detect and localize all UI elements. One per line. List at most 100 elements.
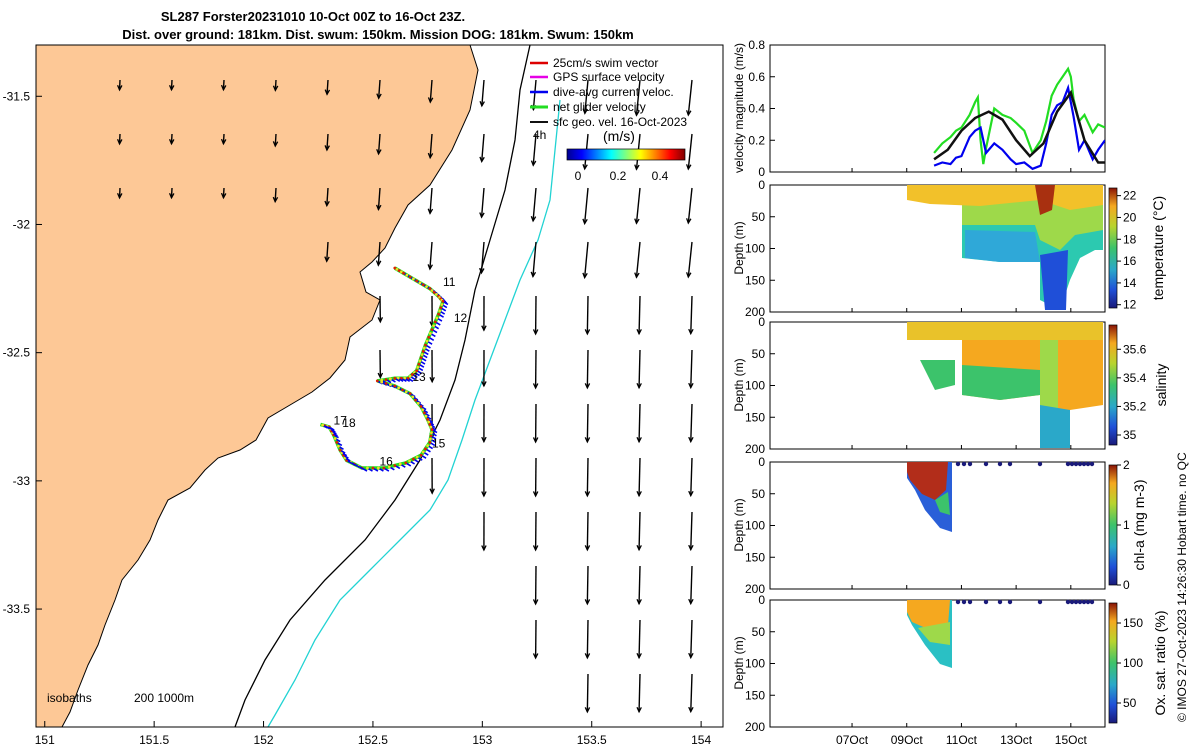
- swim-vector: [389, 377, 392, 381]
- geo-arrow-head: [375, 260, 382, 267]
- swim-vector: [335, 441, 339, 444]
- map-xtick-label: 152: [254, 733, 274, 747]
- geo-arrow-shaft: [326, 79, 329, 95]
- geo-arrow-shaft: [635, 79, 641, 116]
- surface-sample-dot: [1065, 599, 1071, 605]
- map-title-line1: SL287 Forster20231010 10-Oct 00Z to 16-O…: [161, 9, 465, 24]
- legend-item-net: net glider velocity: [530, 100, 646, 114]
- geo-arrow-head: [532, 599, 539, 606]
- swim-vector: [375, 379, 379, 383]
- legend-item-swim: 25cm/s swim vector: [530, 56, 658, 70]
- swim-vector: [422, 346, 426, 350]
- geo-arrow-shaft: [586, 673, 589, 712]
- swim-vector: [408, 392, 412, 396]
- velocity-ytick-label: 0.8: [748, 38, 765, 52]
- geo-arrow-head: [532, 437, 539, 444]
- legend-swim-label: 25cm/s swim vector: [553, 56, 658, 70]
- geo-arrow-shaft: [274, 79, 277, 91]
- swim-vector: [382, 466, 386, 470]
- swim-vector: [419, 405, 423, 408]
- geo-arrow-shaft: [532, 79, 537, 110]
- geo-arrow-head: [220, 138, 227, 146]
- geo-arrow-head: [479, 212, 485, 219]
- surface-sample-dot: [1077, 461, 1083, 467]
- legend-current-label: dive-avg current veloc.: [553, 85, 674, 99]
- swim-vector: [421, 349, 425, 353]
- oxygen-cbar-label: Ox. sat. ratio (%): [1152, 610, 1168, 715]
- geo-arrow-shaft: [326, 133, 329, 151]
- cbar-tick-label: 150: [1123, 616, 1143, 630]
- swim-vector: [418, 359, 422, 363]
- depth-tick-label: 50: [752, 210, 766, 224]
- swim-vector: [432, 324, 436, 328]
- geo-arrow-shaft: [481, 79, 485, 106]
- geo-arrow-shaft: [687, 241, 693, 278]
- geo-arrow-head: [377, 372, 384, 380]
- swim-vector: [387, 465, 391, 469]
- chla-ticks: 0 50 100 150 200 0 1 2: [745, 455, 1130, 596]
- geo-arrow-head: [636, 490, 642, 498]
- geo-arrow-head: [636, 328, 642, 336]
- geo-arrow-shaft: [690, 403, 693, 442]
- geo-arrow-shaft: [532, 187, 537, 221]
- swim-vector: [425, 339, 429, 343]
- geo-arrow-shaft: [586, 457, 589, 496]
- geo-arrow-shaft: [687, 133, 693, 170]
- swim-vector: [428, 441, 432, 444]
- swim-vector: [412, 277, 415, 281]
- date-tick-label: 15Oct: [1055, 733, 1088, 747]
- geo-arrow-shaft: [638, 349, 641, 388]
- swim-vector: [427, 335, 431, 339]
- swim-vector: [428, 287, 432, 290]
- geo-arrow-shaft: [638, 403, 641, 442]
- swim-vector: [412, 457, 415, 461]
- velocity-lines: [933, 66, 1105, 171]
- geo-arrow-shaft: [635, 241, 641, 278]
- geo-arrow-head: [168, 138, 175, 146]
- geo-arrow-shaft: [429, 187, 433, 214]
- map-xtick-label: 151: [35, 733, 55, 747]
- geo-arrow-head: [688, 544, 694, 552]
- swim-vector: [427, 420, 431, 424]
- geo-arrow-head: [688, 652, 694, 660]
- geo-arrow-shaft: [222, 79, 225, 90]
- geo-arrow-shaft: [377, 241, 381, 266]
- day-label: 12: [454, 311, 468, 325]
- geo-arrow-head: [584, 491, 591, 498]
- geo-arrow-head: [584, 545, 591, 552]
- swim-vector: [419, 453, 423, 457]
- swim-vector: [408, 275, 412, 279]
- geo-arrow-head: [584, 329, 591, 336]
- swim-vector: [393, 376, 397, 380]
- swim-vector: [405, 273, 409, 277]
- cbar-tick-label: 12: [1123, 298, 1137, 312]
- cbar-tick-label: 16: [1123, 254, 1137, 268]
- geo-arrow-head: [688, 436, 694, 444]
- depth-tick-label: 100: [745, 519, 765, 533]
- cbar-tick-label: 50: [1123, 696, 1137, 710]
- velocity-series-line: [933, 83, 1105, 171]
- map-xtick-label: 153: [472, 733, 492, 747]
- date-tick-label: 07Oct: [836, 733, 869, 747]
- cbar-tick-label: 35.4: [1123, 371, 1147, 385]
- swim-vector: [414, 398, 418, 402]
- geo-arrow-shaft: [222, 133, 225, 144]
- colorbar-tick-0: 0: [575, 169, 582, 183]
- geo-arrow-shaft: [377, 133, 381, 154]
- day-label: 16: [380, 454, 394, 468]
- swim-vector: [421, 408, 425, 412]
- depth-tick-label: 150: [745, 688, 765, 702]
- geo-arrow-head: [532, 491, 539, 498]
- surface-sample-dot: [1081, 461, 1087, 467]
- swim-vector: [419, 356, 423, 360]
- geo-arrow-head: [116, 138, 123, 146]
- velocity-ticks: 0 0.2 0.4 0.6 0.8: [748, 38, 775, 179]
- surface-sample-dot: [997, 461, 1003, 467]
- swim-vector: [395, 267, 399, 271]
- velocity-ytick-label: 0.6: [748, 70, 765, 84]
- geo-arrow-shaft: [690, 349, 693, 388]
- depth-tick-label: 100: [745, 379, 765, 393]
- temperature-cbar-label: temperature (°C): [1150, 196, 1166, 300]
- cbar-tick-label: 14: [1123, 276, 1137, 290]
